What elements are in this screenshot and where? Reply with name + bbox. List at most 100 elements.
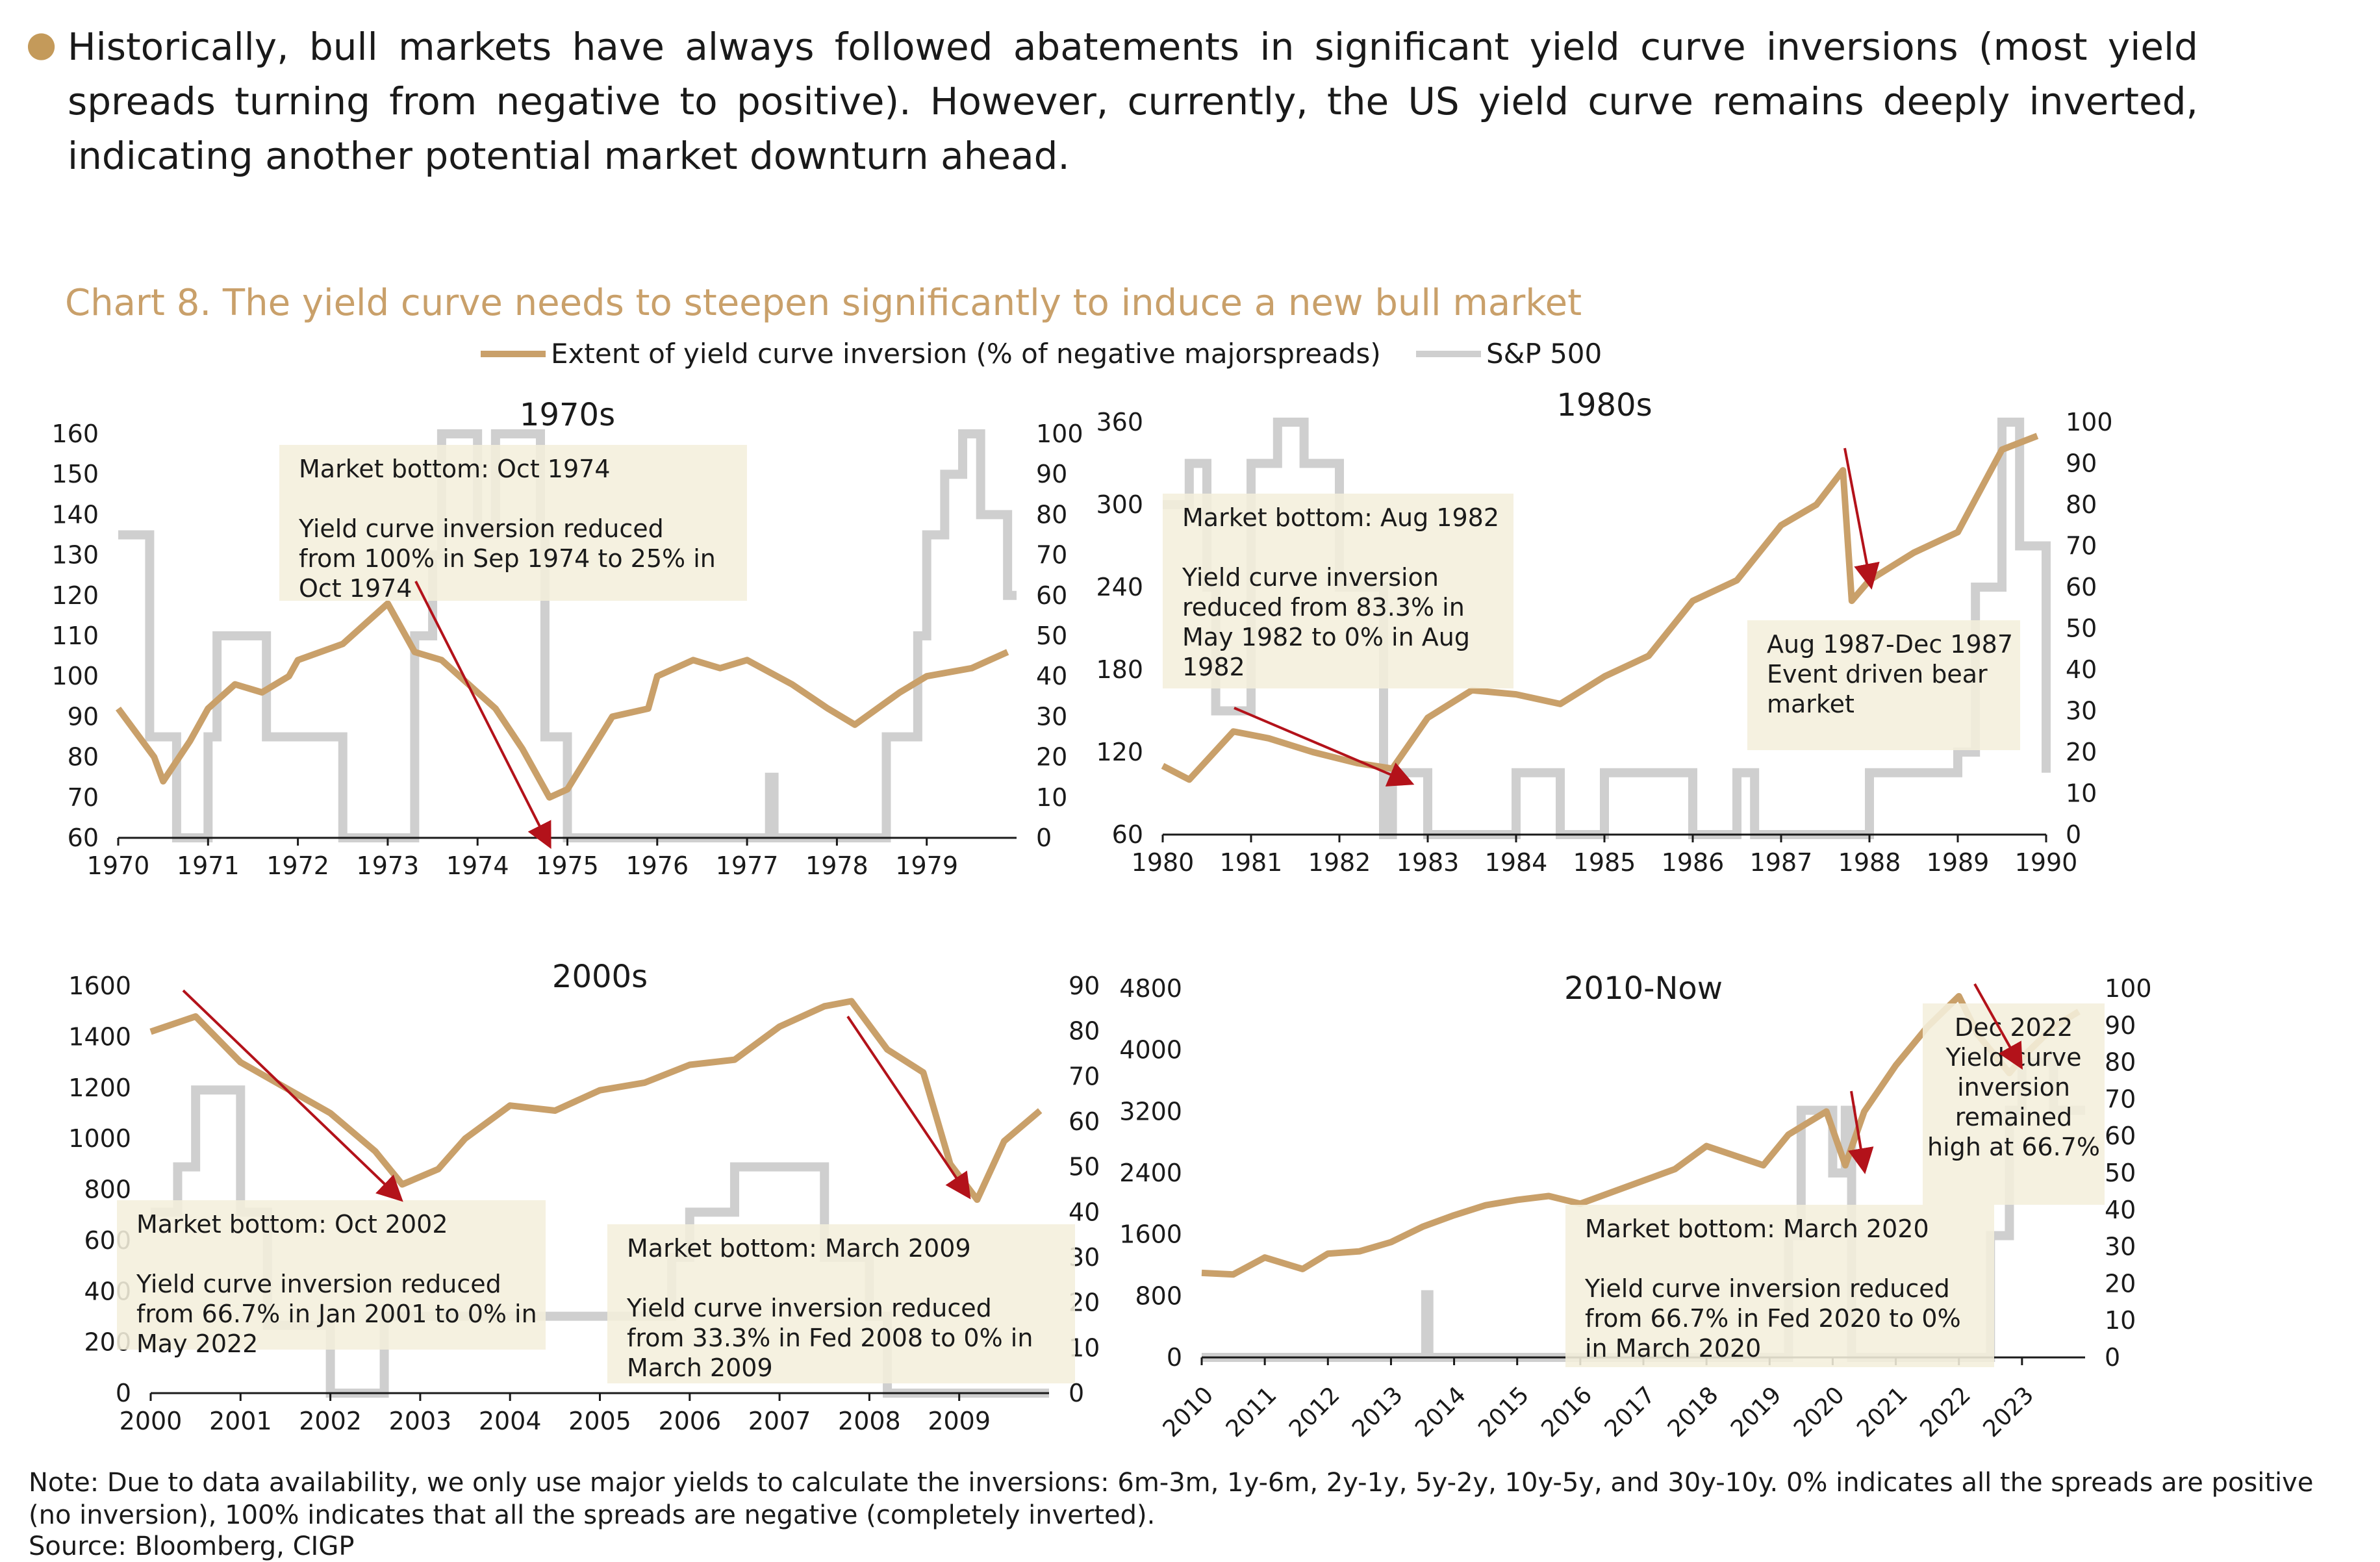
y-right-tick-label: 60 [1036,581,1067,610]
y-left-tick-label: 0 [116,1379,131,1407]
y-left-tick-label: 130 [51,541,99,570]
y-right-tick-label: 10 [1036,783,1067,812]
series-line-sp500 [1201,992,2081,1278]
bullet-dot-icon: ● [26,23,57,64]
annotation-text: in March 2020 [1585,1334,1761,1363]
annotation-text: inversion [1957,1073,2070,1102]
panel-title: 1980s [1556,387,1652,423]
x-tick-label: 2021 [1852,1381,1913,1442]
x-tick-label: 2007 [748,1407,811,1435]
series-line-sp500 [115,600,1009,801]
y-left-tick-label: 110 [51,622,99,650]
annotation-text: Yield curve [1945,1043,2081,1072]
annotation-text: Dec 2022 [1955,1013,2073,1042]
x-tick-label: 1978 [805,851,868,880]
y-right-tick-label: 0 [2105,1343,2120,1372]
panel-title: 2000s [552,959,648,995]
annotation-text: Market bottom: Oct 1974 [299,455,611,483]
annotation-text: reduced from 83.3% in [1182,593,1465,622]
x-tick-label: 1990 [2015,848,2078,877]
y-right-tick-label: 60 [1069,1107,1100,1136]
annotation-arrow [1843,447,1880,590]
y-right-tick-label: 90 [2105,1011,2136,1040]
y-right-tick-label: 10 [2066,779,2097,808]
source-line: Source: Bloomberg, CIGP [29,1531,355,1561]
annotation-text: March 2009 [627,1354,773,1382]
series-line-sp500 [149,998,1043,1203]
chart-panel-2: 1980s 1980 1981 1982 1983 1984 1985 1986 1987 198… [1096,387,2112,877]
series-line-yield-inversion [118,429,1017,842]
legend-label-sp500: S&P 500 [1486,338,1602,370]
annotation-arrow [182,989,403,1202]
y-right-tick-label: 70 [1036,541,1067,570]
chart-panel-1: 1970s 1970 1971 1972 1973 1974 1975 1976 1977 197… [51,397,1083,880]
y-right-tick-label: 20 [1036,743,1067,772]
y-left-tick-label: 90 [68,702,99,731]
annotation-text: Yield curve inversion reduced [136,1270,501,1298]
y-left-tick-label: 60 [1112,820,1143,849]
annotation-text: Market bottom: March 2020 [1585,1215,1929,1243]
y-right-tick-label: 20 [2105,1269,2136,1298]
y-right-tick-label: 60 [2105,1122,2136,1150]
x-tick-label: 1985 [1573,848,1636,877]
x-tick-label: 2019 [1726,1381,1787,1442]
x-tick-label: 1987 [1750,848,1813,877]
y-left-tick-label: 240 [1096,573,1143,601]
y-left-tick-label: 100 [51,662,99,690]
annotation-text: from 66.7% in Fed 2020 to 0% [1585,1304,1961,1333]
annotation-box: Market bottom: Aug 1982 Yield curve inver… [1163,494,1513,688]
annotation-text: Market bottom: Aug 1982 [1182,503,1499,532]
annotation-text: Oct 1974 [299,574,412,603]
x-tick-label: 1986 [1662,848,1725,877]
annotation-text: Yield curve inversion reduced [298,514,664,543]
x-tick-label: 1971 [177,851,240,880]
y-right-tick-label: 90 [2066,449,2097,478]
x-tick-label: 2014 [1410,1381,1471,1442]
annotation-box: Market bottom: March 2020 Yield curve inv… [1565,1205,1994,1367]
y-right-tick-label: 0 [2066,820,2081,849]
y-right-tick-label: 30 [1036,702,1067,731]
y-left-tick-label: 150 [51,460,99,488]
annotation-text: Yield curve inversion reduced [626,1294,992,1322]
y-left-tick-label: 60 [68,824,99,852]
footnote: Note: Due to data availability, we only … [29,1468,2314,1530]
x-tick-label: 1982 [1308,848,1371,877]
annotation-arrow [1973,983,2023,1070]
y-right-tick-label: 40 [2066,655,2097,684]
legend-swatch-yield [481,350,546,357]
y-left-tick-label: 4800 [1119,974,1182,1003]
y-right-tick-label: 70 [2066,532,2097,561]
y-left-tick-label: 1600 [68,972,131,1000]
y-right-tick-label: 0 [1069,1379,1084,1407]
legend: Extent of yield curve inversion (% of ne… [0,338,2380,383]
y-right-tick-label: 20 [2066,738,2097,766]
y-left-tick-label: 300 [1096,490,1143,519]
x-tick-label: 1984 [1485,848,1548,877]
y-left-tick-label: 2400 [1119,1159,1182,1187]
annotation-text: remained [1955,1103,2073,1131]
y-right-tick-label: 100 [2066,408,2113,436]
y-left-tick-label: 4000 [1119,1036,1182,1064]
x-tick-label: 1980 [1132,848,1195,877]
y-left-tick-label: 80 [68,743,99,772]
annotation-box: Market bottom: Oct 1974 Yield curve inver… [279,445,747,603]
y-left-tick-label: 180 [1096,655,1143,684]
y-right-tick-label: 40 [1036,662,1067,690]
x-tick-label: 2012 [1284,1381,1345,1442]
annotation-text: Event driven bear [1767,660,1988,688]
x-tick-label: 2001 [209,1407,272,1435]
y-right-tick-label: 10 [2105,1306,2136,1335]
annotation-text: from 66.7% in Jan 2001 to 0% in [136,1300,537,1328]
x-tick-label: 2003 [389,1407,452,1435]
x-tick-label: 1977 [716,851,779,880]
y-right-tick-label: 70 [2105,1085,2136,1113]
annotation-arrow [414,581,551,850]
x-tick-label: 1989 [1927,848,1990,877]
y-left-tick-label: 70 [68,783,99,812]
x-tick-label: 1979 [895,851,958,880]
x-tick-label: 2015 [1473,1381,1534,1442]
x-tick-label: 2008 [838,1407,901,1435]
x-tick-label: 2010 [1158,1381,1219,1442]
